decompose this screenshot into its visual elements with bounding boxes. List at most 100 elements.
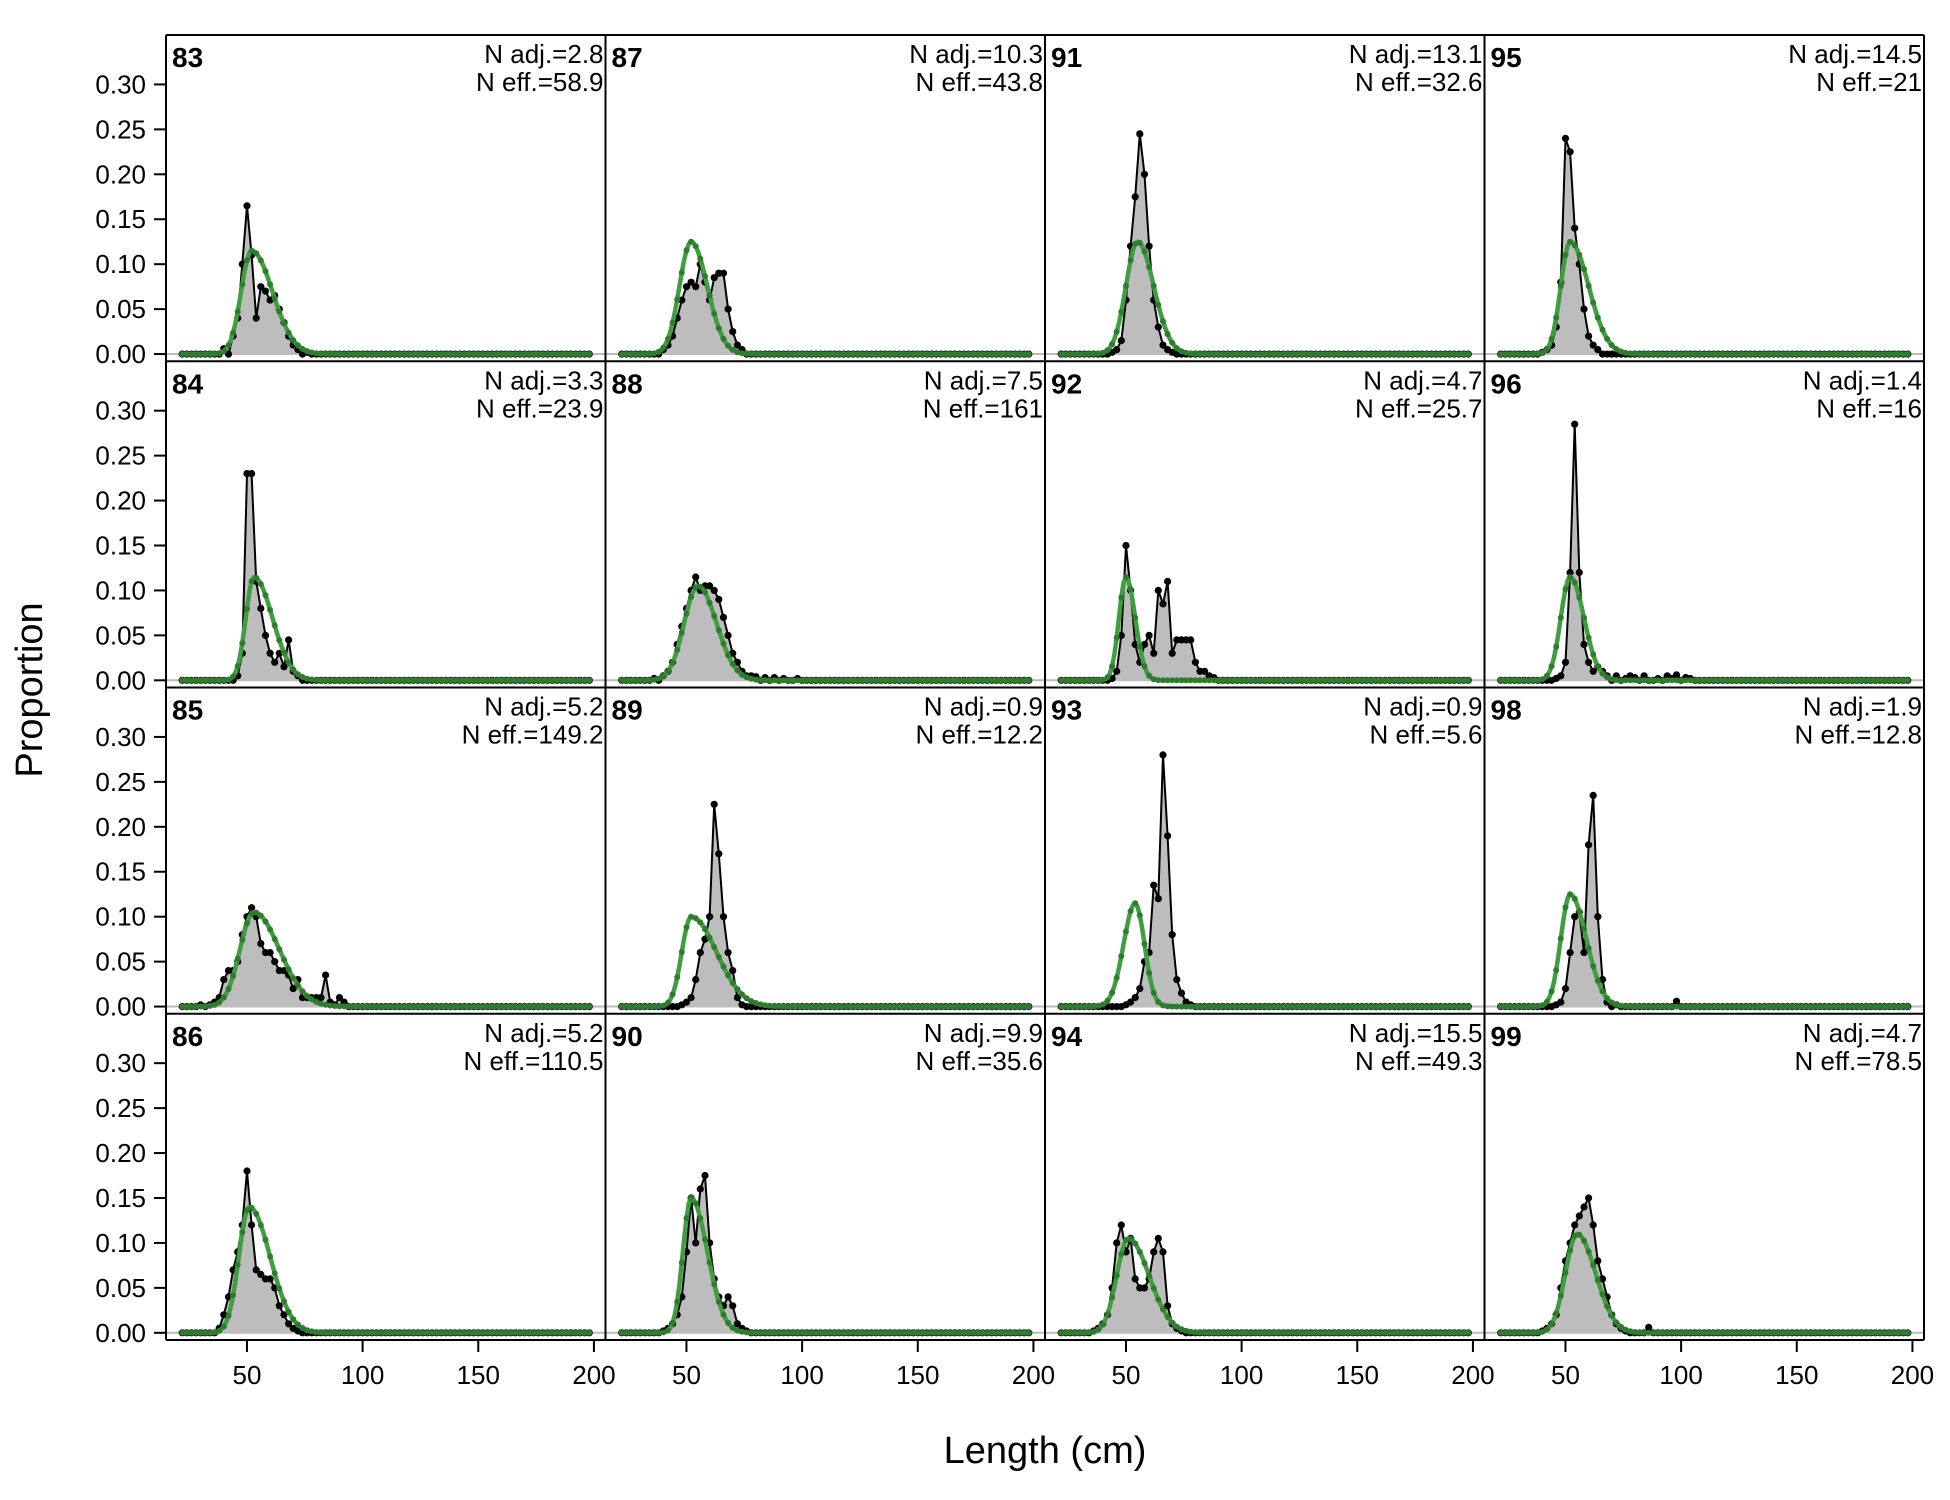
expected-point: [1511, 677, 1518, 684]
expected-point: [854, 677, 861, 684]
expected-point: [1104, 997, 1111, 1004]
expected-point: [179, 351, 186, 358]
expected-point: [1872, 1329, 1879, 1336]
expected-point: [304, 1327, 311, 1334]
expected-point: [1451, 677, 1458, 684]
expected-point: [669, 659, 676, 666]
observed-point: [733, 341, 742, 349]
expected-point: [1715, 1329, 1722, 1336]
expected-point: [419, 351, 426, 358]
panel-99: 99 N adj.=4.7N eff.=78.5: [1484, 1018, 1924, 1337]
expected-point: [688, 913, 695, 920]
expected-point: [1257, 677, 1264, 684]
expected-point: [715, 1298, 722, 1305]
expected-point: [1062, 1003, 1069, 1010]
observed-point: [275, 649, 283, 657]
expected-point: [1867, 677, 1874, 684]
panel-92: 92 N adj.=4.7N eff.=25.7: [1045, 365, 1485, 684]
observed-area: [621, 804, 1029, 1007]
expected-point: [1525, 1329, 1532, 1336]
observed-point: [275, 1302, 283, 1310]
panel-n-adj: N adj.=13.1: [1349, 39, 1483, 69]
expected-point: [239, 936, 246, 943]
expected-point: [1183, 1003, 1190, 1010]
expected-point: [188, 1329, 195, 1336]
expected-point: [1210, 677, 1217, 684]
expected-point: [1673, 1329, 1680, 1336]
expected-point: [1155, 1296, 1162, 1303]
expected-point: [373, 677, 380, 684]
expected-point: [563, 1003, 570, 1010]
expected-point: [840, 677, 847, 684]
expected-point: [540, 1329, 546, 1336]
expected-point: [1585, 634, 1592, 641]
expected-point: [1733, 1003, 1740, 1010]
expected-point: [262, 268, 269, 275]
expected-point: [1789, 1329, 1796, 1336]
expected-point: [1243, 1329, 1250, 1336]
expected-point: [1506, 351, 1513, 358]
observed-point: [692, 1239, 700, 1247]
expected-point: [1692, 351, 1698, 358]
expected-point: [942, 677, 949, 684]
x-tick-label: 200: [572, 1360, 615, 1390]
expected-point: [1007, 1003, 1014, 1010]
expected-point: [627, 1003, 634, 1010]
expected-point: [442, 1003, 449, 1010]
expected-point: [1886, 677, 1893, 684]
expected-point: [197, 351, 204, 358]
expected-point: [1257, 1329, 1264, 1336]
panel-88: 88 N adj.=7.5N eff.=161: [605, 365, 1045, 684]
expected-point: [1877, 351, 1883, 358]
expected-point: [817, 677, 824, 684]
expected-point: [535, 1329, 542, 1336]
expected-point: [1853, 351, 1860, 358]
expected-point: [1173, 1003, 1180, 1010]
expected-point: [540, 351, 546, 358]
expected-point: [646, 1003, 653, 1010]
expected-point: [850, 1329, 856, 1336]
observed-area: [1061, 133, 1469, 355]
expected-point: [674, 296, 681, 303]
expected-point: [1511, 1003, 1518, 1010]
expected-point: [1594, 314, 1601, 321]
expected-point: [803, 1003, 810, 1010]
expected-point: [285, 659, 292, 666]
expected-point: [493, 1329, 500, 1336]
expected-point: [290, 666, 297, 673]
observed-line: [1061, 754, 1469, 1008]
expected-point: [1761, 677, 1768, 684]
expected-point: [1294, 1003, 1301, 1010]
expected-point: [1770, 1329, 1777, 1336]
expected-point: [401, 1003, 408, 1010]
expected-point: [1419, 677, 1425, 684]
expected-point: [942, 351, 949, 358]
expected-point: [567, 1329, 574, 1336]
expected-point: [1567, 891, 1574, 898]
observed-point: [710, 274, 718, 282]
expected-point: [1613, 346, 1620, 353]
expected-point: [1423, 351, 1430, 358]
expected-point: [368, 1329, 375, 1336]
expected-point: [1206, 1329, 1213, 1336]
expected-point: [877, 1329, 884, 1336]
expected-point: [1877, 1003, 1883, 1010]
expected-point: [331, 677, 338, 684]
expected-point: [1502, 351, 1509, 358]
expected-point: [206, 677, 213, 684]
expected-point: [1571, 1232, 1578, 1239]
expected-point: [1793, 1329, 1800, 1336]
expected-point: [1590, 651, 1597, 658]
expected-point: [1187, 350, 1194, 357]
expected-point: [1631, 350, 1638, 357]
expected-point: [308, 349, 315, 356]
expected-point: [1405, 677, 1412, 684]
expected-point: [230, 329, 237, 336]
observed-point: [687, 994, 695, 1002]
expected-point: [1456, 677, 1463, 684]
expected-point: [401, 677, 408, 684]
expected-point: [1567, 238, 1574, 245]
expected-point: [1247, 1329, 1254, 1336]
expected-point: [1544, 346, 1550, 353]
panel-n-adj: N adj.=4.7: [1363, 365, 1482, 395]
